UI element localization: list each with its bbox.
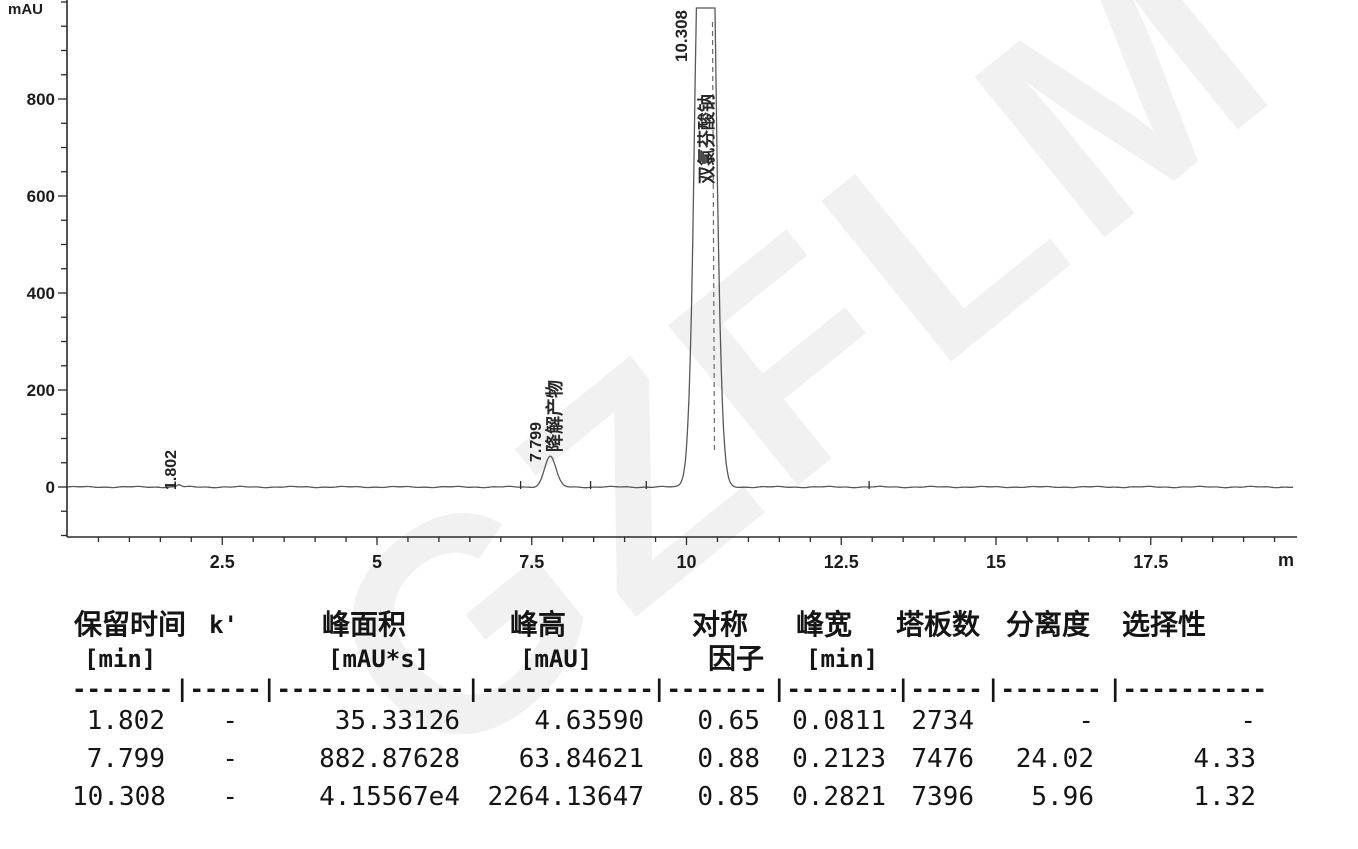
table-row-peak-1: 1.802 - 35.33126 4.63590 0.65 0.0811 273… [72,702,1270,740]
th-peak-height: 峰高 [510,609,567,640]
th-peak-width: 峰宽 [796,609,853,640]
th-resolution: 分离度 [1006,609,1091,640]
table-header-row-2: [min] [mAU*s] [mAU] 因子 [min] [72,644,1270,678]
th-plates-unit [896,644,986,678]
th-kprime-unit [175,644,262,678]
separator-segment: |------------ [466,678,652,702]
cell-area: 882.87628 [319,744,460,774]
cell-resolution: - [1078,706,1094,736]
separator-segment: ------- [72,678,174,702]
cell-symmetry: 0.65 [697,706,760,736]
th-retention-time: 保留时间 [74,609,187,640]
table-separator-row: ------- |----- |------------- |---------… [72,678,1270,702]
y-tick-label: 600 [27,187,55,206]
y-tick-label: 800 [27,90,55,109]
separator-segment: |---------- [1108,678,1267,702]
x-tick-label: 17.5 [1133,552,1168,572]
separator-segment: |-------- [772,678,896,702]
x-tick-label: 12.5 [824,552,859,572]
cell-kprime: - [222,782,238,812]
th-peak-width-unit: [min] [806,645,879,673]
cell-resolution: 24.02 [1015,744,1094,774]
chromatogram-trace [67,7,1294,489]
cell-height: 63.84621 [518,744,644,774]
th-retention-time-unit: [min] [84,645,157,673]
cell-rt: 7.799 [86,744,165,774]
th-selectivity: 选择性 [1122,609,1207,640]
th-resolution-unit [986,644,1108,678]
peak-rt-label-2: 7.799 [528,422,545,462]
peak-rt-label-1: 1.802 [163,450,180,490]
cell-height: 2264.13647 [487,782,644,812]
y-tick-label: 400 [27,284,55,303]
cell-kprime: - [222,744,238,774]
cell-kprime: - [222,706,238,736]
cell-rt: 1.802 [86,706,165,736]
x-tick-label: 2.5 [210,552,235,572]
th-symmetry: 对称 [692,609,749,640]
peak-rt-label-3: 10.308 [672,10,691,62]
table-row-peak-3: 10.308 - 4.15567e4 2264.13647 0.85 0.282… [72,778,1270,816]
cell-rt: 10.308 [72,782,166,812]
x-axis-unit-label: m [1278,550,1294,570]
axes-and-trace: 0 200 400 600 800 2.5 5 7.5 10 12.5 15 17.5 [27,0,1297,572]
table-header-row-1: 保留时间 k' 峰面积 峰高 对称 峰宽 塔板数 分离度 选择性 [72,606,1270,644]
x-tick-label: 10 [676,552,696,572]
separator-segment: |------------- [262,678,465,702]
cell-width: 0.2123 [792,744,886,774]
peak-results-table: 保留时间 k' 峰面积 峰高 对称 峰宽 塔板数 分离度 选择性 [min] [… [72,606,1270,816]
x-tick-label: 15 [986,552,1006,572]
th-kprime: k' [209,611,238,639]
x-tick-label: 7.5 [519,552,544,572]
y-tick-label: 0 [46,478,55,497]
x-tick-label: 5 [372,552,382,572]
peak-compound-label-3: 双氯芬酸钠 [696,94,717,184]
cell-symmetry: 0.85 [697,782,760,812]
cell-area: 35.33126 [334,706,460,736]
cell-selectivity: 1.32 [1193,782,1256,812]
cell-resolution: 5.96 [1031,782,1094,812]
th-peak-height-unit: [mAU] [520,645,593,673]
separator-segment: |------- [986,678,1102,702]
cell-selectivity: - [1240,706,1256,736]
cell-plates: 7396 [911,782,974,812]
th-plates: 塔板数 [896,609,981,640]
cell-width: 0.0811 [792,706,886,736]
separator-segment: |----- [896,678,983,702]
y-axis-unit-label: mAU [8,1,43,18]
cell-plates: 2734 [911,706,974,736]
cell-symmetry: 0.88 [697,744,760,774]
cell-plates: 7476 [911,744,974,774]
peak-apex-dashed-marker [711,21,716,453]
cell-width: 0.2821 [792,782,886,812]
cell-area: 4.15567e4 [319,782,460,812]
chromatogram-plot: mAU m 0 200 400 600 800 2.5 5 7.5 10 12.5 15 17.5 1… [8,0,1297,572]
cell-selectivity: 4.33 [1193,744,1256,774]
separator-segment: |----- [175,678,262,702]
y-tick-label: 200 [27,381,55,400]
th-peak-area-unit: [mAU*s] [328,645,430,673]
th-symmetry-line2: 因子 [708,643,765,674]
separator-segment: |------- [652,678,768,702]
th-selectivity-unit [1108,644,1270,678]
peak-compound-label-2: 降解产物 [544,380,565,452]
table-row-peak-2: 7.799 - 882.87628 63.84621 0.88 0.2123 7… [72,740,1270,778]
cell-height: 4.63590 [534,706,644,736]
th-peak-area: 峰面积 [322,609,407,640]
